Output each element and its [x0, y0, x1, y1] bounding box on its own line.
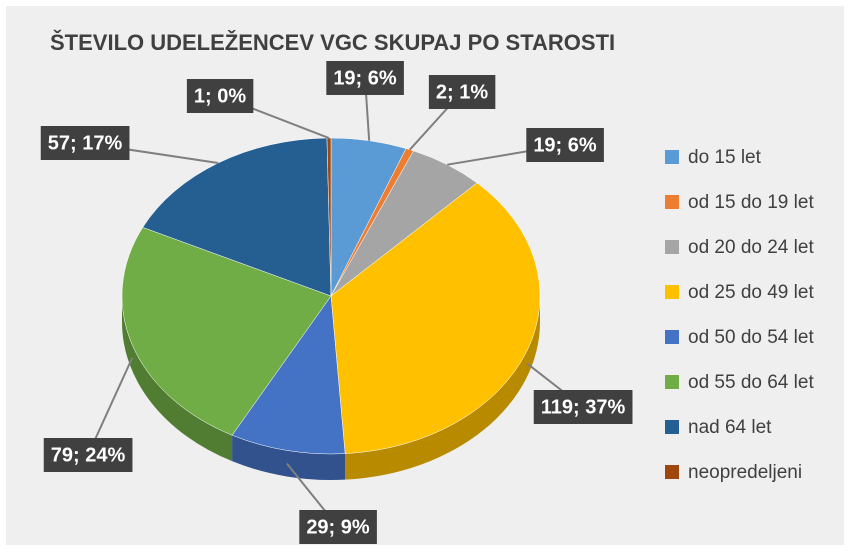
slice [142, 137, 332, 297]
data-label: 19; 6% [333, 67, 397, 89]
data-label: 119; 37% [541, 396, 626, 418]
legend-swatch [665, 465, 679, 479]
label-box [299, 510, 377, 544]
legend-swatch [665, 420, 679, 434]
pie-sides [121, 296, 540, 481]
legend-swatch [665, 195, 679, 209]
slice-side [345, 296, 540, 480]
data-label: 29; 9% [306, 516, 370, 538]
data-labels: 19; 6% 2; 1% 19; 6% 119; 37% 29; 9% 79; 24% 57… [40, 61, 633, 544]
legend-swatch [665, 285, 679, 299]
legend-label: do 15 let [688, 147, 762, 168]
label-box [43, 438, 133, 472]
label-box [428, 75, 496, 109]
label-box [533, 390, 633, 424]
slice-top [330, 182, 541, 454]
label-box [186, 79, 254, 113]
slice-top [121, 227, 332, 436]
label-box [326, 61, 404, 95]
slice-side [232, 435, 346, 481]
legend-label: od 25 do 49 let [688, 282, 814, 303]
label-box [526, 128, 604, 162]
legend-label: od 55 do 64 let [688, 372, 814, 393]
data-label: 19; 6% [533, 134, 597, 156]
legend-swatch [665, 330, 679, 344]
legend-swatch [665, 240, 679, 254]
legend-label: nad 64 let [688, 417, 772, 438]
slice [121, 227, 332, 436]
data-label: 1; 0% [194, 85, 246, 107]
legend-label: od 15 do 19 let [688, 192, 814, 213]
slice [231, 295, 346, 455]
legend: do 15 let od 15 do 19 let od 20 do 24 let o… [665, 147, 814, 483]
legend-label: neopredeljeni [688, 462, 802, 483]
slice-side [121, 296, 233, 462]
data-label: 57; 17% [48, 132, 123, 154]
chart-title: ŠTEVILO UDELEŽENCEV VGC SKUPAJ PO STAROS… [50, 30, 615, 55]
legend-label: od 20 do 24 let [688, 237, 814, 258]
slice-top [142, 137, 332, 297]
data-label: 2; 1% [436, 81, 488, 103]
slice-top [231, 295, 346, 455]
legend-label: od 50 do 54 let [688, 327, 814, 348]
label-box [40, 126, 130, 160]
slice [330, 182, 541, 454]
data-label: 79; 24% [51, 444, 126, 466]
legend-swatch [665, 150, 679, 164]
pie-tops [121, 137, 541, 455]
legend-swatch [665, 375, 679, 389]
